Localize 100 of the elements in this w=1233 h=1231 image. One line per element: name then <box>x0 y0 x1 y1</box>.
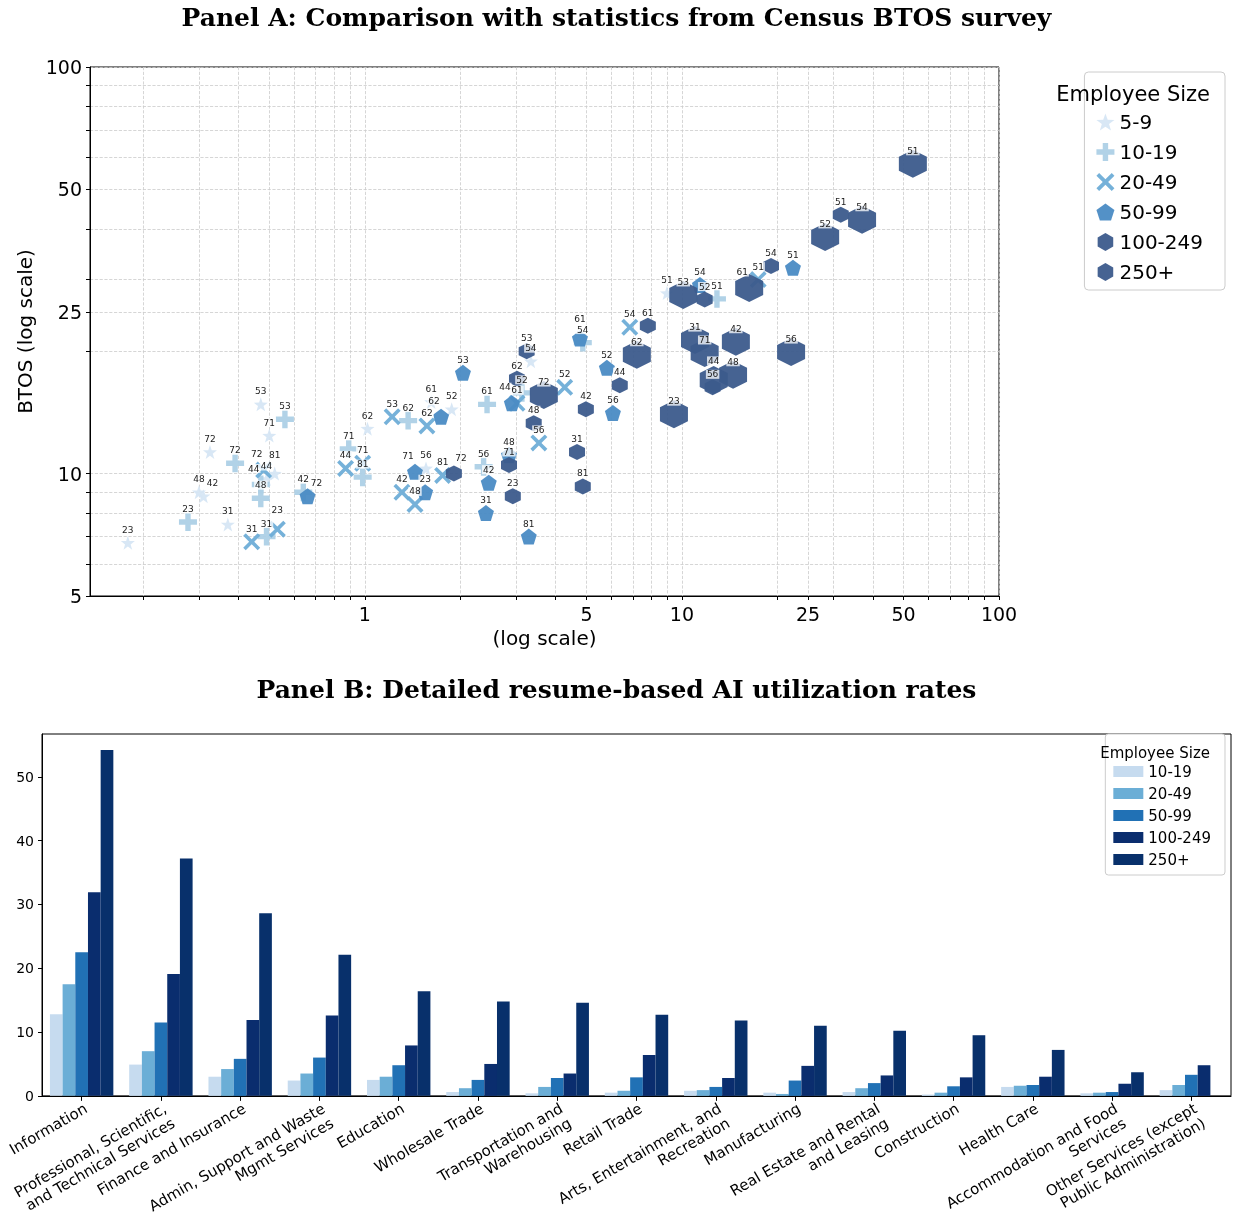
y-tick-label: 50 <box>16 768 34 785</box>
annotation: 42 <box>483 464 495 475</box>
annotation: 52 <box>601 349 613 360</box>
y-tick-label: 40 <box>16 832 34 849</box>
chart-title: Panel A: Comparison with statistics from Census BTOS survey <box>181 3 1053 32</box>
annotation: 31 <box>689 322 701 333</box>
annotation: 42 <box>730 323 742 334</box>
annotation: 23 <box>668 396 680 407</box>
annotation: 48 <box>255 480 267 491</box>
annotation: 62 <box>428 395 440 406</box>
annotation: 72 <box>204 434 216 445</box>
annotation: 31 <box>480 495 492 505</box>
legend-label: 250+ <box>1119 260 1175 284</box>
annotation: 71 <box>263 417 276 428</box>
annotation: 44 <box>707 355 720 366</box>
y-tick-label: 10 <box>16 1024 34 1041</box>
annotation: 71 <box>503 446 515 457</box>
y-axis-title: BTOS (log scale) <box>12 249 37 414</box>
annotation: 51 <box>752 261 764 272</box>
annotation: 56 <box>533 424 545 435</box>
annotation: 42 <box>206 478 219 489</box>
annotation: 31 <box>222 506 234 517</box>
x-tick-label: 50 <box>891 602 916 625</box>
annotation: 62 <box>631 336 643 347</box>
annotation: 56 <box>477 448 490 459</box>
y-tick-label: 10 <box>57 462 82 485</box>
annotation: 44 <box>248 463 260 474</box>
annotation: 61 <box>574 314 586 325</box>
y-tick-label: 50 <box>57 178 82 201</box>
annotation: 62 <box>511 360 523 371</box>
annotation: 62 <box>402 402 414 413</box>
annotation: 48 <box>193 474 205 485</box>
annotation: 23 <box>122 524 134 535</box>
annotation: 52 <box>558 369 571 380</box>
annotation: 52 <box>516 374 528 385</box>
legend-title: Employee Size <box>1056 81 1211 106</box>
annotation: 72 <box>229 445 241 456</box>
x-axis-title: (log scale) <box>492 625 597 650</box>
annotation: 56 <box>706 369 719 380</box>
annotation: 51 <box>835 196 847 207</box>
annotation: 61 <box>736 267 748 278</box>
y-tick-label: 100 <box>45 56 82 78</box>
x-tick-label: 5 <box>580 602 593 625</box>
annotation: 48 <box>503 437 516 448</box>
annotation: 72 <box>250 449 263 460</box>
annotation: 53 <box>255 386 267 397</box>
y-tick-label: 30 <box>16 896 34 913</box>
annotation: 44 <box>339 450 352 461</box>
y-tick-label: 20 <box>16 960 34 977</box>
annotation: 23 <box>182 504 194 515</box>
y-tick-label: 5 <box>69 585 82 607</box>
annotation: 72 <box>538 377 550 388</box>
annotation: 61 <box>425 384 437 394</box>
annotation: 54 <box>765 248 777 259</box>
legend-label: 50-99 <box>1119 200 1178 224</box>
annotation: 51 <box>711 280 723 291</box>
legend-label: 50-99 <box>1148 806 1192 825</box>
annotation: 31 <box>260 518 273 529</box>
annotation: 71 <box>698 334 711 345</box>
annotation: 71 <box>402 450 414 461</box>
annotation: 52 <box>819 218 831 229</box>
annotation: 53 <box>386 398 398 409</box>
y-tick-label: 0 <box>25 1087 34 1104</box>
annotation: 42 <box>396 474 408 485</box>
legend-label: 20-49 <box>1148 784 1192 803</box>
annotation: 56 <box>420 450 433 461</box>
annotation: 42 <box>580 391 592 402</box>
annotation: 81 <box>436 457 449 468</box>
annotation: 44 <box>614 367 626 378</box>
annotation: 48 <box>727 356 740 367</box>
annotation: 31 <box>245 523 258 534</box>
legend-label: 20-49 <box>1119 170 1178 194</box>
annotation: 54 <box>624 309 636 320</box>
annotation: 81 <box>268 449 281 460</box>
annotation: 48 <box>409 486 421 497</box>
legend-label: 5-9 <box>1119 110 1153 134</box>
annotation: 71 <box>342 430 355 441</box>
annotation: 81 <box>356 459 369 470</box>
annotation: 71 <box>356 445 369 456</box>
annotation: 44 <box>260 460 273 471</box>
y-tick-label: 25 <box>57 300 82 323</box>
legend-label: 10-19 <box>1119 140 1178 164</box>
annotation: 51 <box>661 275 673 286</box>
annotation: 23 <box>419 474 431 485</box>
x-tick-label: 10 <box>669 602 694 625</box>
x-tick-label: 1 <box>358 602 371 625</box>
legend-label: 10-19 <box>1148 762 1192 781</box>
annotation: 61 <box>642 307 654 318</box>
legend-label: 100-249 <box>1148 828 1212 847</box>
annotation: 54 <box>694 266 706 277</box>
annotation: 53 <box>677 276 689 287</box>
annotation: 48 <box>527 405 540 416</box>
annotation: 42 <box>297 474 310 485</box>
annotation: 52 <box>698 281 711 292</box>
annotation: 52 <box>445 391 458 402</box>
annotation: 56 <box>607 394 619 405</box>
annotation: 62 <box>421 407 433 418</box>
annotation: 54 <box>577 324 589 335</box>
annotation: 61 <box>511 385 523 396</box>
legend-label: 100-249 <box>1119 230 1204 254</box>
